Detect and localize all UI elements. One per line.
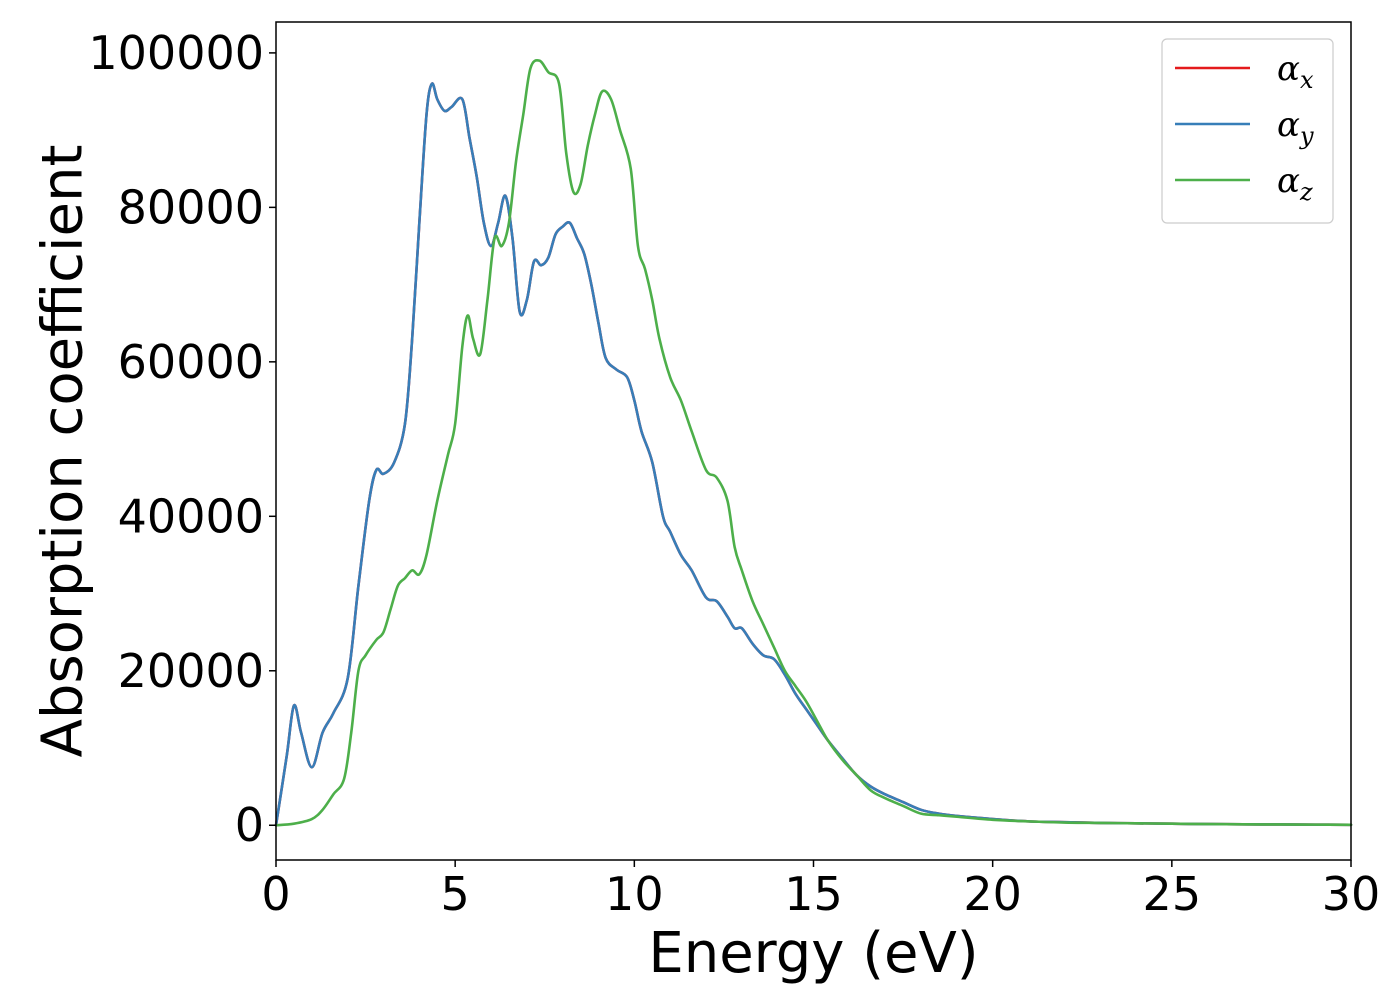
y-tick-label: 80000 <box>118 180 264 234</box>
series-line-z <box>274 58 1353 827</box>
y-tick-label: 40000 <box>118 489 264 543</box>
x-tick-label: 15 <box>784 867 843 921</box>
y-tick-label: 100000 <box>88 26 264 80</box>
legend-box <box>1161 38 1334 224</box>
x-tick-label: 10 <box>605 867 664 921</box>
series-layer <box>274 58 1353 827</box>
x-tick-label: 5 <box>441 867 470 921</box>
y-tick-label: 20000 <box>118 644 264 698</box>
y-axis-ticks: 0 20000 40000 60000 80000 100000 <box>88 26 276 852</box>
x-axis-ticks: 0 5 10 15 20 25 30 <box>261 860 1380 921</box>
y-tick-label: 0 <box>235 798 264 852</box>
y-tick-label: 60000 <box>118 335 264 389</box>
x-tick-label: 20 <box>963 867 1022 921</box>
x-axis-title: Energy (eV) <box>648 921 978 986</box>
x-tick-label: 0 <box>261 867 290 921</box>
y-axis-title: Absorption coefficient <box>31 145 96 758</box>
series-line-y <box>274 82 1353 827</box>
x-tick-label: 25 <box>1143 867 1202 921</box>
x-tick-label: 30 <box>1322 867 1381 921</box>
